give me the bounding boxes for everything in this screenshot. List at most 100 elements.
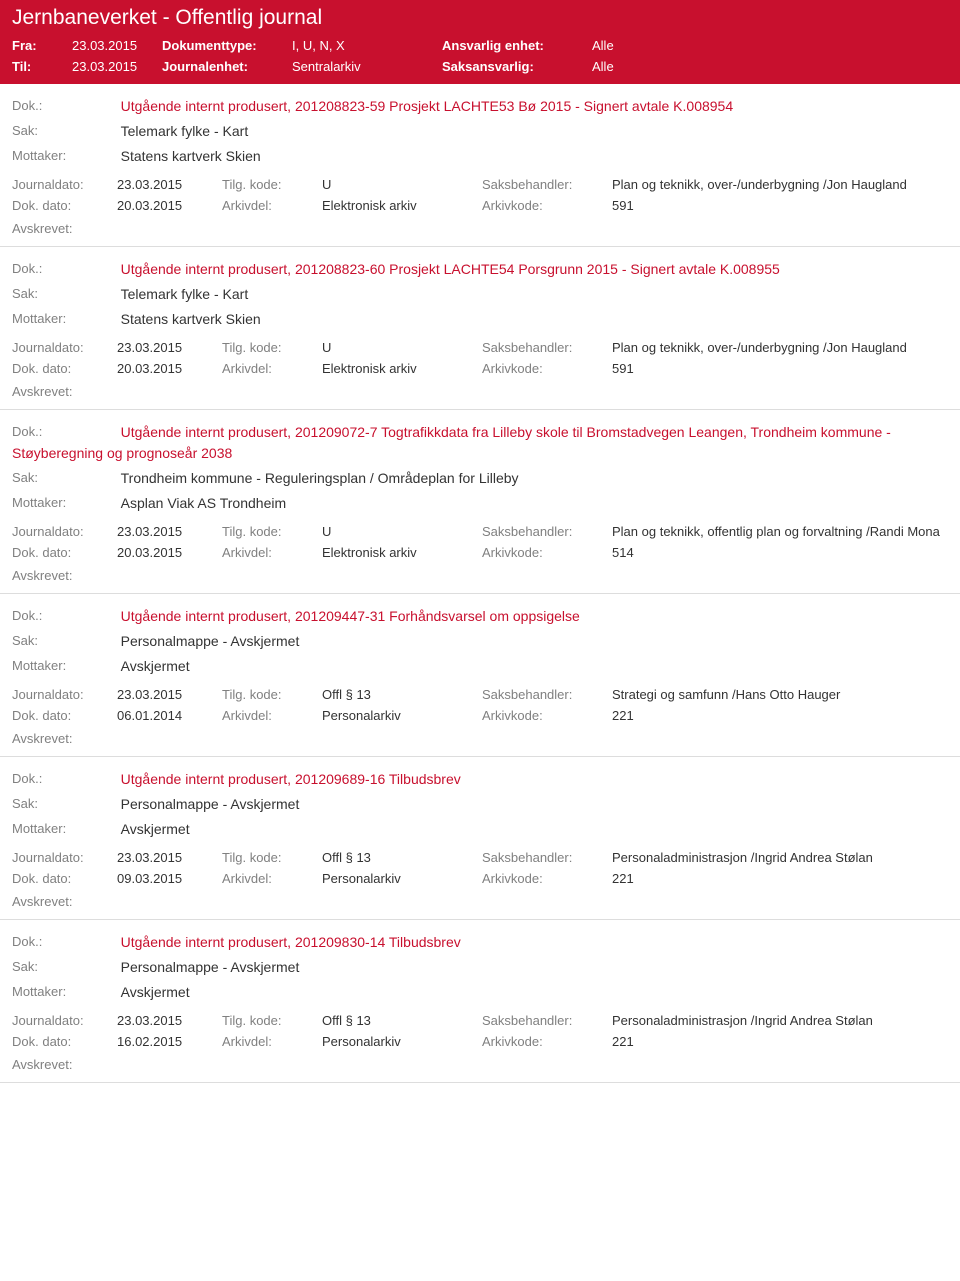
dok-label: Dok.: — [12, 96, 117, 116]
tilgkode-label: Tilg. kode: — [222, 687, 322, 702]
tilgkode-label: Tilg. kode: — [222, 340, 322, 355]
dok-label: Dok.: — [12, 422, 117, 442]
journaldato-value: 23.03.2015 — [117, 340, 222, 355]
saksbehandler-value: Plan og teknikk, offentlig plan og forva… — [612, 524, 948, 539]
journaldato-label: Journaldato: — [12, 850, 117, 865]
mottaker-label: Mottaker: — [12, 656, 117, 676]
mottaker-label: Mottaker: — [12, 146, 117, 166]
arkivdel-label: Arkivdel: — [222, 198, 322, 213]
mottaker-value: Asplan Viak AS Trondheim — [121, 495, 287, 511]
arkivdel-label: Arkivdel: — [222, 871, 322, 886]
arkivkode-value: 514 — [612, 545, 948, 560]
arkivdel-value: Personalarkiv — [322, 708, 482, 723]
mottaker-label: Mottaker: — [12, 309, 117, 329]
sak-label: Sak: — [12, 957, 117, 977]
mottaker-label: Mottaker: — [12, 493, 117, 513]
arkivdel-label: Arkivdel: — [222, 545, 322, 560]
arkivdel-value: Personalarkiv — [322, 871, 482, 886]
dok-title: Utgående internt produsert, 201208823-60… — [121, 261, 780, 277]
dokdato-value: 20.03.2015 — [117, 545, 222, 560]
journaldato-value: 23.03.2015 — [117, 687, 222, 702]
saksansvarlig-label: Saksansvarlig: — [442, 59, 592, 74]
mottaker-label: Mottaker: — [12, 982, 117, 1002]
dokdato-label: Dok. dato: — [12, 361, 117, 376]
dok-label: Dok.: — [12, 606, 117, 626]
saksbehandler-value: Plan og teknikk, over-/underbygning /Jon… — [612, 177, 948, 192]
journaldato-label: Journaldato: — [12, 687, 117, 702]
dokdato-label: Dok. dato: — [12, 708, 117, 723]
dokdato-label: Dok. dato: — [12, 198, 117, 213]
dok-title: Utgående internt produsert, 201209830-14… — [121, 934, 461, 950]
sak-value: Telemark fylke - Kart — [121, 286, 249, 302]
mottaker-value: Avskjermet — [121, 984, 190, 1000]
tilgkode-value: U — [322, 524, 482, 539]
til-label: Til: — [12, 59, 72, 74]
journaldato-label: Journaldato: — [12, 524, 117, 539]
sak-value: Trondheim kommune - Reguleringsplan / Om… — [121, 470, 519, 486]
journal-entry: Dok.: Utgående internt produsert, 201209… — [0, 757, 960, 920]
avskrevet-label: Avskrevet: — [12, 221, 948, 236]
avskrevet-label: Avskrevet: — [12, 731, 948, 746]
journal-entry: Dok.: Utgående internt produsert, 201209… — [0, 594, 960, 757]
saksbehandler-label: Saksbehandler: — [482, 687, 612, 702]
saksbehandler-label: Saksbehandler: — [482, 1013, 612, 1028]
arkivdel-value: Elektronisk arkiv — [322, 545, 482, 560]
header-meta: Fra: Til: 23.03.2015 23.03.2015 Dokument… — [12, 38, 948, 74]
arkivdel-value: Elektronisk arkiv — [322, 198, 482, 213]
journaldato-value: 23.03.2015 — [117, 850, 222, 865]
sak-value: Personalmappe - Avskjermet — [121, 633, 300, 649]
doktype-label: Dokumenttype: — [162, 38, 292, 53]
page-header: Jernbaneverket - Offentlig journal Fra: … — [0, 0, 960, 84]
avskrevet-label: Avskrevet: — [12, 384, 948, 399]
header-title: Jernbaneverket - Offentlig journal — [12, 6, 948, 30]
fra-label: Fra: — [12, 38, 72, 53]
mottaker-value: Statens kartverk Skien — [121, 311, 261, 327]
dokdato-value: 06.01.2014 — [117, 708, 222, 723]
journaldato-label: Journaldato: — [12, 177, 117, 192]
tilgkode-label: Tilg. kode: — [222, 524, 322, 539]
til-val: 23.03.2015 — [72, 59, 162, 74]
arkivkode-label: Arkivkode: — [482, 545, 612, 560]
tilgkode-label: Tilg. kode: — [222, 1013, 322, 1028]
arkivkode-label: Arkivkode: — [482, 1034, 612, 1049]
arkivkode-label: Arkivkode: — [482, 871, 612, 886]
journaldato-value: 23.03.2015 — [117, 524, 222, 539]
saksbehandler-value: Strategi og samfunn /Hans Otto Hauger — [612, 687, 948, 702]
avskrevet-label: Avskrevet: — [12, 568, 948, 583]
arkivdel-value: Elektronisk arkiv — [322, 361, 482, 376]
dokdato-value: 16.02.2015 — [117, 1034, 222, 1049]
sak-label: Sak: — [12, 631, 117, 651]
ansvarlig-label: Ansvarlig enhet: — [442, 38, 592, 53]
journal-entry: Dok.: Utgående internt produsert, 201209… — [0, 920, 960, 1083]
sak-value: Personalmappe - Avskjermet — [121, 959, 300, 975]
journaldato-label: Journaldato: — [12, 1013, 117, 1028]
journalenhet-label: Journalenhet: — [162, 59, 292, 74]
tilgkode-value: Offl § 13 — [322, 1013, 482, 1028]
journal-entry: Dok.: Utgående internt produsert, 201208… — [0, 84, 960, 247]
dok-title: Utgående internt produsert, 201209072-7 … — [12, 424, 891, 461]
tilgkode-value: Offl § 13 — [322, 850, 482, 865]
tilgkode-label: Tilg. kode: — [222, 177, 322, 192]
dokdato-label: Dok. dato: — [12, 545, 117, 560]
ansvarlig-val: Alle — [592, 38, 692, 53]
sak-label: Sak: — [12, 121, 117, 141]
sak-value: Personalmappe - Avskjermet — [121, 796, 300, 812]
dokdato-label: Dok. dato: — [12, 871, 117, 886]
tilgkode-value: U — [322, 340, 482, 355]
journal-entry: Dok.: Utgående internt produsert, 201209… — [0, 410, 960, 594]
sak-value: Telemark fylke - Kart — [121, 123, 249, 139]
dokdato-value: 20.03.2015 — [117, 198, 222, 213]
saksbehandler-value: Plan og teknikk, over-/underbygning /Jon… — [612, 340, 948, 355]
journaldato-value: 23.03.2015 — [117, 1013, 222, 1028]
avskrevet-label: Avskrevet: — [12, 1057, 948, 1072]
mottaker-value: Avskjermet — [121, 821, 190, 837]
arkivdel-label: Arkivdel: — [222, 361, 322, 376]
entries-container: Dok.: Utgående internt produsert, 201208… — [0, 84, 960, 1083]
dok-label: Dok.: — [12, 769, 117, 789]
saksbehandler-label: Saksbehandler: — [482, 177, 612, 192]
sak-label: Sak: — [12, 284, 117, 304]
saksbehandler-value: Personaladministrasjon /Ingrid Andrea St… — [612, 1013, 948, 1028]
arkivkode-label: Arkivkode: — [482, 198, 612, 213]
saksbehandler-label: Saksbehandler: — [482, 850, 612, 865]
arkivkode-value: 591 — [612, 361, 948, 376]
